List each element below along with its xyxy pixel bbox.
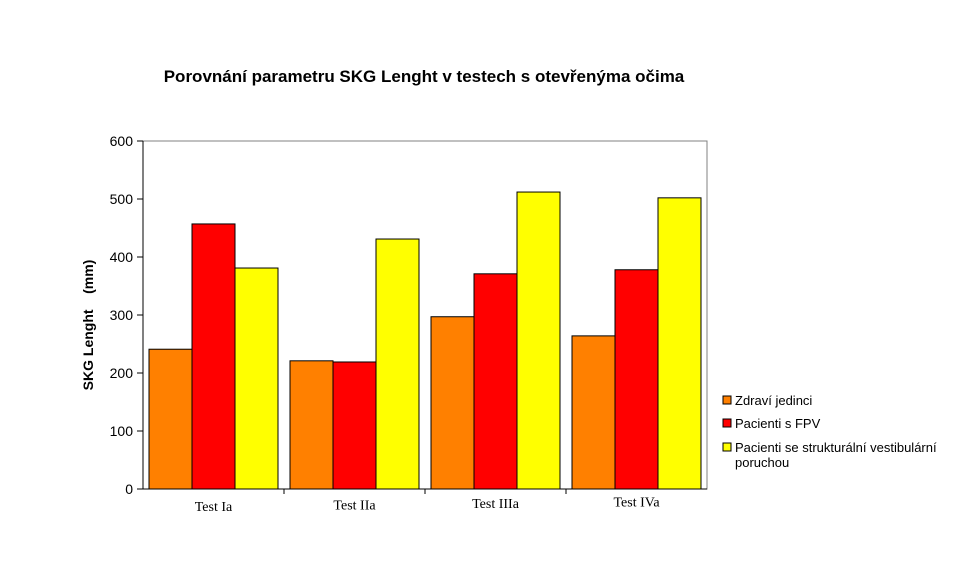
bars-group: [148, 191, 702, 490]
y-axis-label: SKG Lenght (mm): [80, 260, 96, 391]
bar-1-3: [430, 316, 475, 490]
x-ticks-group: Test Ia Test IIa Test IIIa Test IVa: [195, 489, 660, 515]
chart-title: Porovnání parametru SKG Lenght v testech…: [164, 67, 685, 86]
x-tick-label: Test Ia: [195, 500, 233, 515]
bar-3-4: [657, 197, 702, 490]
bar-1-2: [289, 360, 334, 490]
bar-3-1: [234, 267, 279, 490]
y-tick-label: 100: [110, 423, 134, 439]
legend-swatch-2: [722, 418, 732, 428]
x-tick-label: Test IIIa: [472, 497, 520, 512]
bar-2-2: [332, 361, 377, 490]
bar-1-1: [148, 348, 193, 490]
x-tick-label: Test IVa: [613, 496, 660, 511]
legend-swatch-1: [722, 395, 732, 405]
y-tick-label: 400: [110, 249, 134, 265]
bar-1-4: [571, 335, 616, 490]
y-tick-label: 300: [110, 307, 134, 323]
bar-2-4: [614, 269, 659, 490]
y-tick-label: 200: [110, 365, 134, 381]
y-tick-label: 500: [110, 191, 134, 207]
legend-label-2: Pacienti s FPV: [735, 416, 821, 431]
legend: Zdraví jedinci Pacienti s FPV Pacienti se …: [722, 393, 937, 470]
legend-label-3: Pacienti se strukturální vestibulární por…: [735, 440, 937, 470]
y-ticks-group: 0 100 200 300 400 500 600: [110, 133, 143, 497]
bar-3-3: [516, 191, 561, 490]
bar-2-3: [473, 273, 518, 490]
y-tick-label: 0: [125, 481, 133, 497]
bar-3-2: [375, 238, 420, 490]
x-tick-label: Test IIa: [333, 499, 376, 514]
legend-swatch-3: [722, 442, 732, 452]
bar-2-1: [191, 223, 236, 490]
y-tick-label: 600: [110, 133, 134, 149]
legend-label-1: Zdraví jedinci: [735, 393, 812, 408]
